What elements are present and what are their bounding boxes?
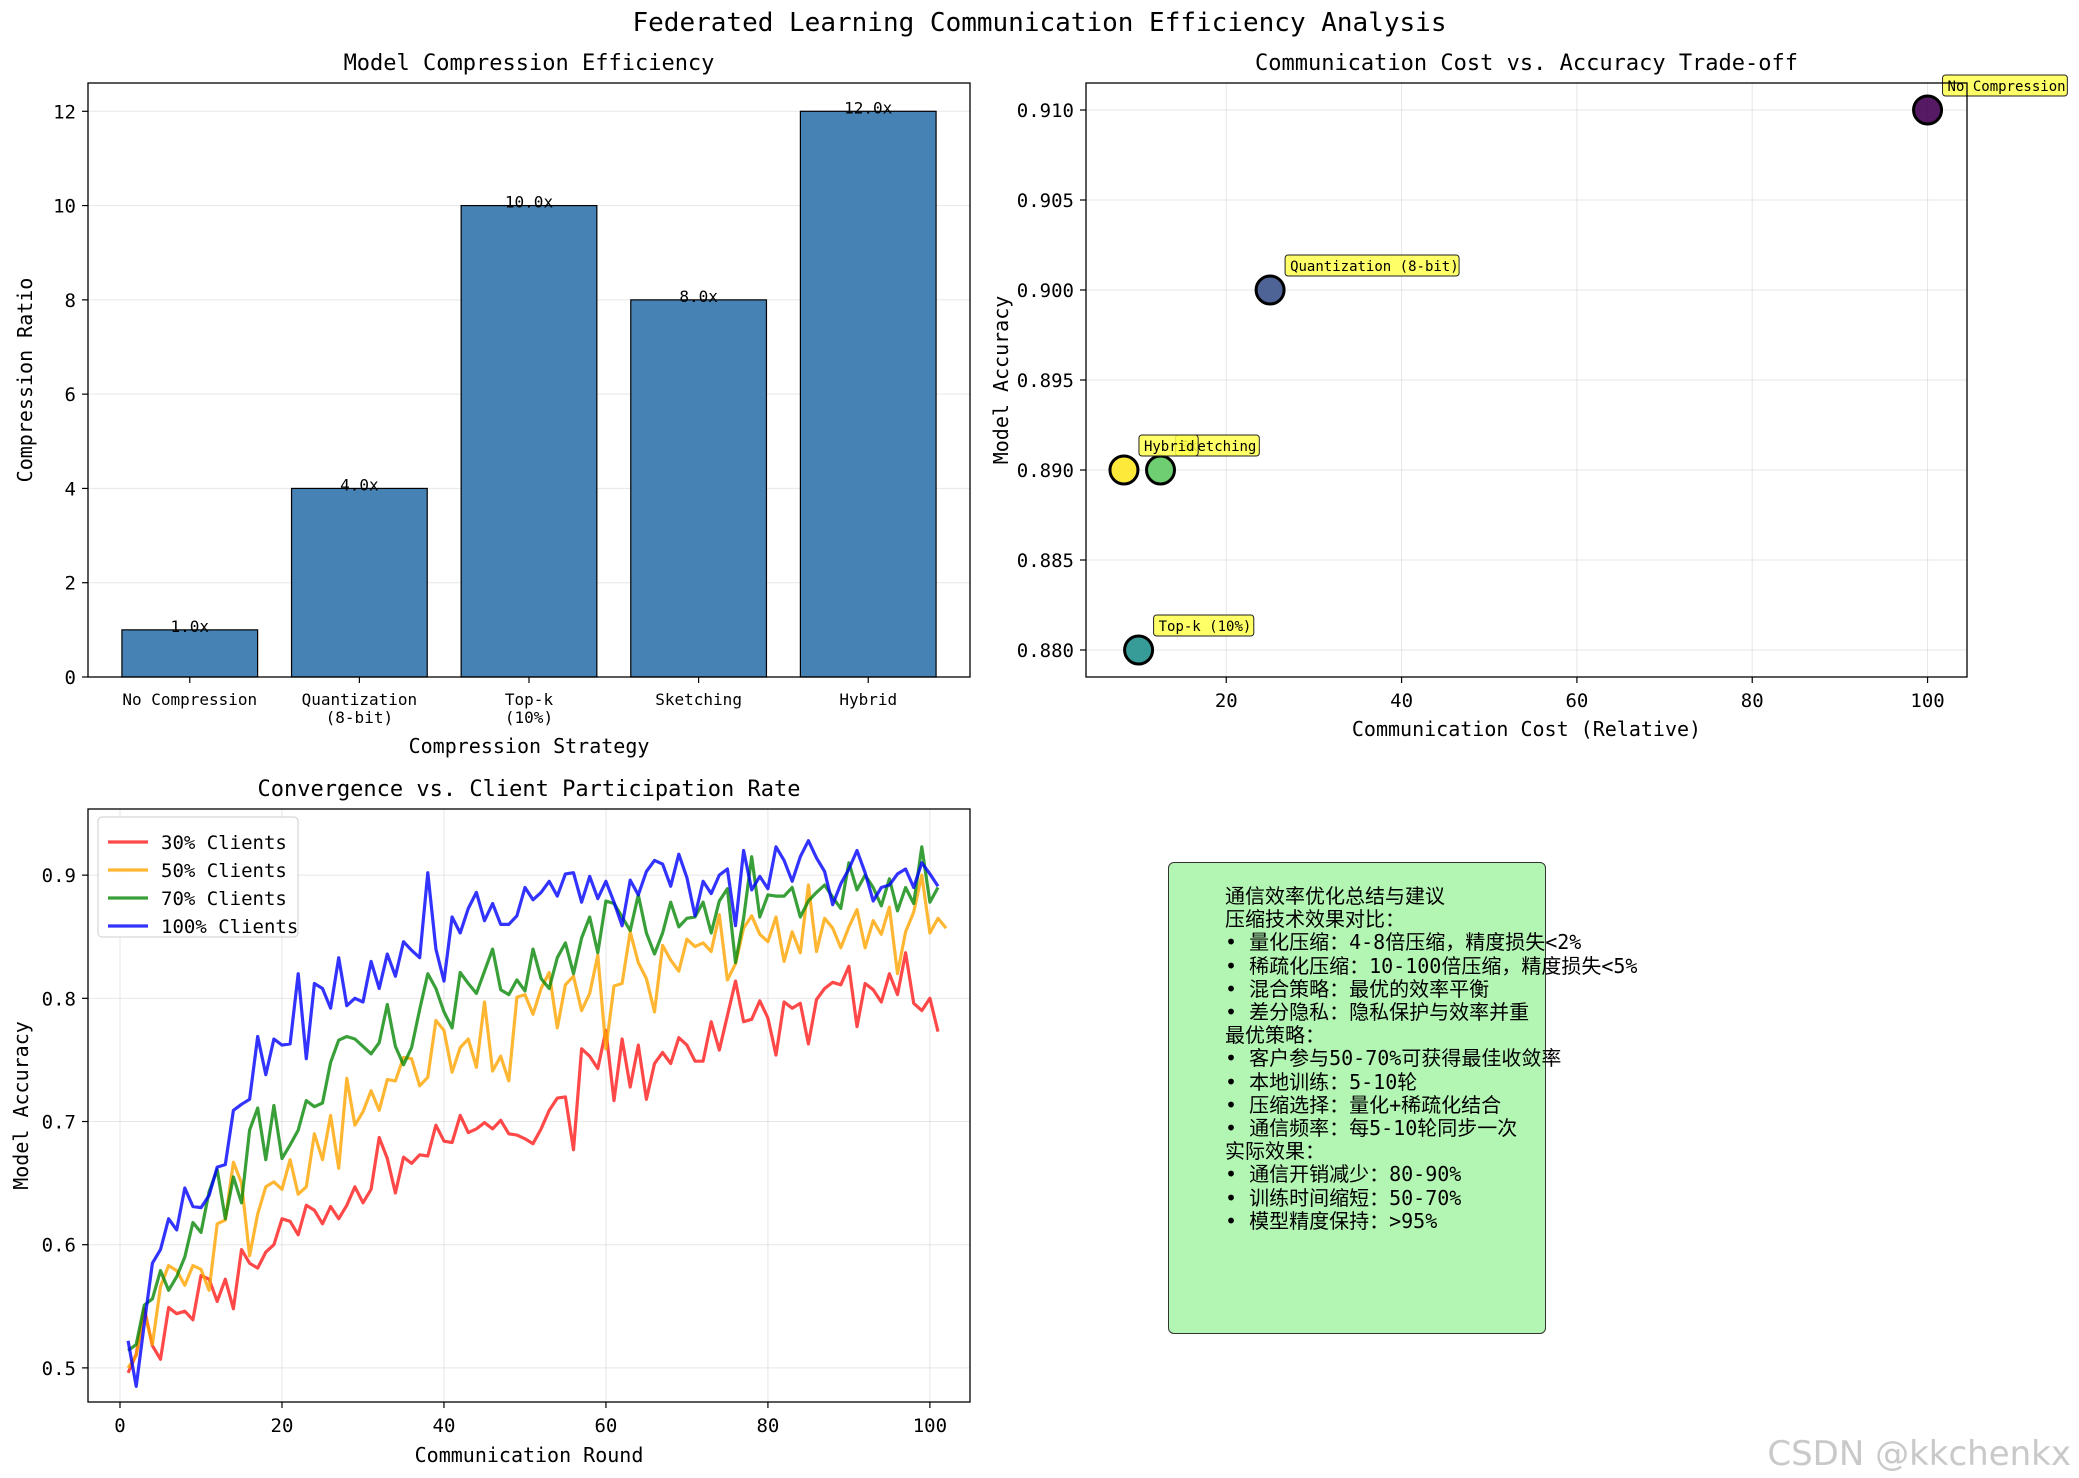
scatter-ylabel: Model Accuracy — [989, 296, 1013, 465]
series-line-3 — [126, 839, 940, 1389]
summary-line: • 通信频率：每5-10轮同步一次 — [1225, 1116, 1518, 1141]
bar-xtick-label: No Compression — [122, 690, 257, 709]
summary-line: 最优策略： — [1225, 1023, 1325, 1048]
line-xlabel: Communication Round — [415, 1443, 644, 1467]
summary-line: 通信效率优化总结与建议 — [1225, 884, 1445, 908]
summary-line: • 模型精度保持：>95% — [1225, 1208, 1438, 1233]
bar-ytick-label: 4 — [65, 478, 76, 500]
line-title: Convergence vs. Client Participation Rat… — [257, 777, 800, 802]
bar-xlabel: Compression Strategy — [409, 734, 650, 758]
scatter-xtick-label: 60 — [1565, 690, 1588, 712]
line-ytick-label: 0.7 — [42, 1112, 76, 1134]
line-xtick-label: 60 — [594, 1415, 617, 1437]
legend-label: 30% Clients — [161, 832, 287, 854]
scatter-annotation-label: Top-k (10%) — [1159, 619, 1252, 635]
bar-xtick-label: (8-bit) — [326, 708, 393, 727]
line-ytick-label: 0.9 — [42, 865, 76, 887]
scatter-xtick-label: 20 — [1215, 690, 1238, 712]
legend-box — [97, 816, 299, 938]
scatter-point-4 — [1108, 454, 1140, 486]
scatter-ytick-label: 0.895 — [1017, 370, 1074, 392]
bar-xtick-label: Top-k — [505, 690, 554, 709]
scatter-ytick-label: 0.890 — [1017, 460, 1074, 482]
series-line-2 — [127, 845, 940, 1352]
bar-ylabel: Compression Ratio — [13, 278, 37, 483]
summary-line: • 稀疏化压缩：10-100倍压缩，精度损失<5% — [1225, 953, 1638, 978]
summary-line: • 差分隐私：隐私保护与效率并重 — [1225, 1000, 1530, 1025]
line-xtick-label: 0 — [114, 1415, 125, 1437]
scatter-point-0 — [1912, 94, 1944, 126]
summary-line: • 本地训练：5-10轮 — [1225, 1069, 1418, 1094]
scatter-annotation-box — [1284, 254, 1460, 277]
summary-line: 实际效果： — [1225, 1139, 1325, 1164]
bar-xtick-label: Sketching — [655, 690, 742, 709]
bar-value-label: 8.0x — [679, 287, 718, 306]
legend-label: 50% Clients — [161, 860, 287, 882]
bar-value-label: 12.0x — [844, 98, 893, 117]
bar-ytick-label: 10 — [53, 196, 76, 218]
summary-textbox: 通信效率优化总结与建议 压缩技术效果对比： • 量化压缩：4-8倍压缩，精度损失… — [1168, 862, 1638, 1334]
bar-ytick-label: 12 — [53, 101, 76, 123]
figure-title: Federated Learning Communication Efficie… — [632, 8, 1447, 38]
line-ytick-label: 0.6 — [42, 1235, 76, 1257]
scatter-ytick-label: 0.905 — [1017, 190, 1074, 212]
scatter-xlabel: Communication Cost (Relative) — [1352, 717, 1701, 741]
bar-xtick-label: (10%) — [505, 708, 553, 727]
scatter-point-3 — [1145, 454, 1177, 486]
bar-ytick-label: 0 — [65, 667, 76, 689]
bar-title: Model Compression Efficiency — [344, 51, 715, 76]
line-xtick-label: 80 — [756, 1415, 779, 1437]
summary-line: • 压缩选择：量化+稀疏化结合 — [1225, 1092, 1502, 1117]
series-line-0 — [126, 951, 940, 1374]
legend-label: 100% Clients — [161, 916, 298, 938]
bar-value-label: 10.0x — [505, 193, 554, 212]
legend-label: 70% Clients — [161, 888, 287, 910]
scatter-ytick-label: 0.910 — [1017, 100, 1074, 122]
bar-xtick-label: Quantization — [302, 690, 418, 709]
scatter-ytick-label: 0.880 — [1017, 640, 1074, 662]
summary-line: • 客户参与50-70%可获得最佳收敛率 — [1225, 1046, 1562, 1071]
line-xtick-label: 40 — [433, 1415, 456, 1437]
watermark: CSDN @kkchenkx — [1767, 1434, 2071, 1474]
scatter-point-1 — [1254, 274, 1286, 306]
bar-3 — [630, 299, 768, 678]
scatter-annotation-box — [1942, 74, 2068, 97]
bar-1 — [290, 487, 428, 678]
scatter-annotation-label: No Compression — [1948, 79, 2066, 95]
line-xtick-label: 100 — [913, 1415, 947, 1437]
scatter-annotation-label: Sketching — [1181, 439, 1257, 455]
scatter-annotation-label: Hybrid — [1144, 439, 1195, 455]
summary-line: • 通信开销减少：80-90% — [1225, 1162, 1462, 1187]
line-ylabel: Model Accuracy — [9, 1021, 33, 1190]
bar-4 — [799, 110, 937, 678]
scatter-xtick-label: 100 — [1910, 690, 1944, 712]
scatter-point-2 — [1123, 634, 1155, 666]
scatter-ytick-label: 0.885 — [1017, 550, 1074, 572]
line-ytick-label: 0.5 — [42, 1358, 76, 1380]
series-line-1 — [126, 873, 948, 1369]
bar-2 — [460, 204, 598, 678]
line-ytick-label: 0.8 — [42, 988, 76, 1010]
bar-ytick-label: 8 — [65, 290, 76, 312]
summary-line: • 混合策略：最优的效率平衡 — [1225, 976, 1490, 1001]
scatter-annotation-box — [1153, 614, 1255, 637]
summary-line: • 训练时间缩短：50-70% — [1225, 1185, 1462, 1210]
bar-ytick-label: 2 — [65, 573, 76, 595]
scatter-ytick-label: 0.900 — [1017, 280, 1074, 302]
scatter-annotation-box — [1138, 434, 1199, 457]
bar-value-label: 1.0x — [171, 617, 210, 636]
scatter-xtick-label: 80 — [1741, 690, 1764, 712]
line-xtick-label: 20 — [271, 1415, 294, 1437]
bar-0 — [121, 629, 259, 678]
bar-value-label: 4.0x — [340, 475, 379, 494]
scatter-xtick-label: 40 — [1390, 690, 1413, 712]
scatter-annotation-label: Quantization (8-bit) — [1290, 259, 1459, 275]
scatter-title: Communication Cost vs. Accuracy Trade-of… — [1255, 51, 1798, 76]
summary-line: 压缩技术效果对比： — [1225, 907, 1405, 932]
bar-ytick-label: 6 — [65, 384, 76, 406]
bar-xtick-label: Hybrid — [839, 690, 897, 709]
summary-line: • 量化压缩：4-8倍压缩，精度损失<2% — [1225, 930, 1582, 955]
line-axes-frame — [87, 808, 971, 1403]
